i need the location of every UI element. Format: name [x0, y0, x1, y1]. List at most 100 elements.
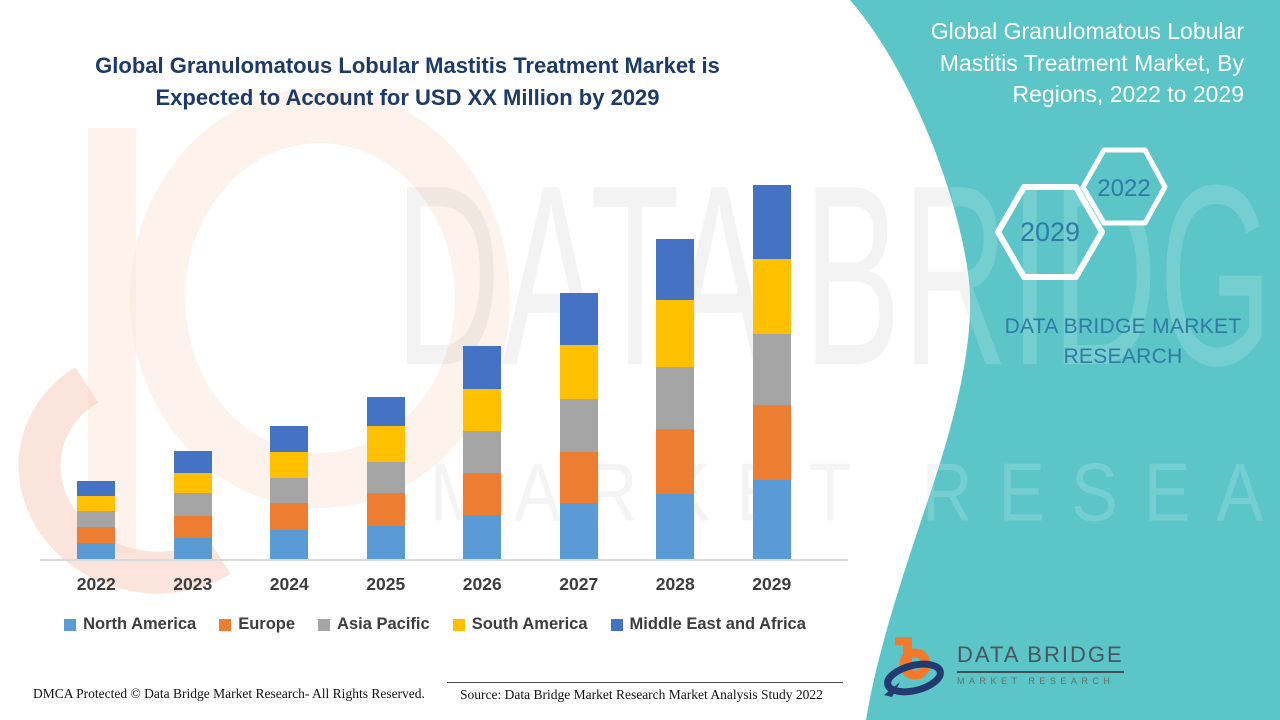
segment-2028-europe	[656, 429, 695, 494]
bar-slot-2025	[338, 185, 435, 559]
dbmr-logo-words: DATA BRIDGE MARKET RESEARCH	[957, 634, 1124, 686]
legend-swatch-europe	[219, 618, 232, 631]
stacked-bar-2026	[463, 346, 502, 559]
panel-title-line3: Regions, 2022 to 2029	[1012, 81, 1244, 107]
brand-wordmark: DATA BRIDGE MARKET RESEARCH	[985, 312, 1261, 372]
segment-2022-asia-pacific	[77, 511, 116, 527]
chart-title-line1: Global Granulomatous Lobular Mastitis Tr…	[95, 53, 720, 78]
panel-background	[850, 0, 1280, 720]
stacked-bar-2022	[77, 481, 116, 559]
x-axis-label-2027: 2027	[559, 574, 599, 594]
segment-2024-middle-east-and-africa	[270, 426, 309, 452]
segment-2029-north-america	[752, 480, 791, 559]
segment-2027-asia-pacific	[559, 399, 598, 452]
bar-slot-2026	[434, 185, 531, 559]
x-axis-label-2023: 2023	[173, 574, 213, 594]
x-axis-label-2026: 2026	[462, 574, 502, 594]
legend-item-asia-pacific: Asia Pacific	[318, 615, 430, 634]
legend-swatch-asia-pacific	[318, 618, 331, 631]
chart-title: Global Granulomatous Lobular Mastitis Tr…	[75, 50, 740, 114]
segment-2023-europe	[173, 516, 212, 538]
stacked-bar-2028	[656, 239, 695, 559]
stacked-bar-2023	[173, 451, 212, 559]
source-note: Source: Data Bridge Market Research Mark…	[460, 687, 823, 702]
segment-2028-south-america	[656, 300, 695, 367]
hexagon-badges: 2029 2022	[995, 147, 1168, 280]
segment-2025-south-america	[366, 426, 405, 462]
legend-label-middle-east-and-africa: Middle East and Africa	[629, 615, 806, 633]
x-axis-label-2024: 2024	[269, 574, 309, 594]
x-axis-label-2028: 2028	[655, 574, 695, 594]
chart-title-line2: Expected to Account for USD XX Million b…	[155, 85, 660, 110]
dmca-notice: DMCA Protected © Data Bridge Market Rese…	[33, 686, 425, 701]
segment-2022-middle-east-and-africa	[77, 481, 116, 496]
x-axis-label-2022: 2022	[76, 574, 116, 594]
segment-2024-asia-pacific	[270, 478, 309, 503]
segment-2022-europe	[77, 527, 116, 543]
x-axis-labels: 2022 2023 2024 2025 2026 2027 2028 2029	[48, 574, 820, 595]
logo-name: DATA BRIDGE	[957, 642, 1124, 673]
segment-2023-south-america	[173, 473, 212, 493]
segment-2024-south-america	[270, 452, 309, 478]
segment-2029-south-america	[752, 259, 791, 334]
hexagon-2022-label: 2022	[1097, 175, 1150, 202]
segment-2027-north-america	[559, 503, 598, 559]
x-axis-line	[40, 559, 848, 561]
hexagon-2022	[1080, 147, 1168, 226]
legend-swatch-north-america	[64, 618, 77, 631]
legend-item-north-america: North America	[64, 615, 196, 634]
legend-swatch-south-america	[452, 618, 465, 631]
segment-2022-south-america	[77, 496, 116, 511]
brand-wordmark-line2: RESEARCH	[1063, 345, 1183, 368]
legend-label-europe: Europe	[238, 615, 296, 633]
source-divider	[447, 682, 843, 683]
legend-label-north-america: North America	[83, 615, 197, 633]
segment-2026-europe	[463, 473, 502, 515]
dbmr-logo-mark	[884, 637, 944, 697]
bar-slot-2029	[724, 185, 821, 559]
segment-2028-asia-pacific	[656, 367, 695, 429]
segment-2022-north-america	[77, 543, 116, 559]
panel-title-line1: Global Granulomatous Lobular	[930, 18, 1244, 44]
segment-2023-middle-east-and-africa	[173, 451, 212, 473]
legend-swatch-middle-east-and-africa	[610, 618, 623, 631]
segment-2027-middle-east-and-africa	[559, 293, 598, 345]
legend: North America Europe Asia Pacific South Ame…	[40, 615, 830, 634]
stacked-bar-2029	[752, 185, 791, 559]
x-axis-label-2025: 2025	[366, 574, 406, 594]
panel-title: Global Granulomatous Lobular Mastitis Tr…	[899, 16, 1244, 111]
segment-2026-north-america	[463, 515, 502, 559]
segment-2023-asia-pacific	[173, 493, 212, 516]
stacked-bar-2024	[270, 426, 309, 559]
hexagon-2029	[995, 184, 1105, 280]
segment-2023-north-america	[173, 538, 212, 559]
brand-wordmark-line1: DATA BRIDGE MARKET	[1004, 315, 1242, 338]
segment-2026-middle-east-and-africa	[463, 346, 502, 389]
stacked-bar-2027	[559, 293, 598, 559]
segment-2026-south-america	[463, 389, 502, 431]
segment-2025-north-america	[366, 526, 405, 559]
segment-2027-south-america	[559, 345, 598, 399]
legend-label-asia-pacific: Asia Pacific	[337, 615, 430, 633]
segment-2028-north-america	[656, 494, 695, 559]
logo-subtitle: MARKET RESEARCH	[957, 676, 1115, 686]
segment-2024-north-america	[270, 530, 309, 559]
bar-slot-2022	[48, 185, 145, 559]
legend-item-south-america: South America	[452, 615, 588, 634]
segment-2029-middle-east-and-africa	[752, 185, 791, 259]
hexagon-2029-label: 2029	[1020, 217, 1080, 247]
segment-2029-europe	[752, 405, 791, 480]
legend-item-europe: Europe	[219, 615, 295, 634]
segment-2028-middle-east-and-africa	[656, 239, 695, 300]
segment-2025-asia-pacific	[366, 462, 405, 493]
segment-2026-asia-pacific	[463, 431, 502, 473]
x-axis-label-2029: 2029	[752, 574, 792, 594]
dbmr-logo: DATA BRIDGE MARKET RESEARCH	[883, 634, 1124, 700]
legend-label-south-america: South America	[471, 615, 588, 633]
segment-2025-middle-east-and-africa	[366, 397, 405, 426]
segment-2027-europe	[559, 452, 598, 503]
segment-2025-europe	[366, 493, 405, 526]
panel-title-line2: Mastitis Treatment Market, By	[939, 49, 1244, 76]
